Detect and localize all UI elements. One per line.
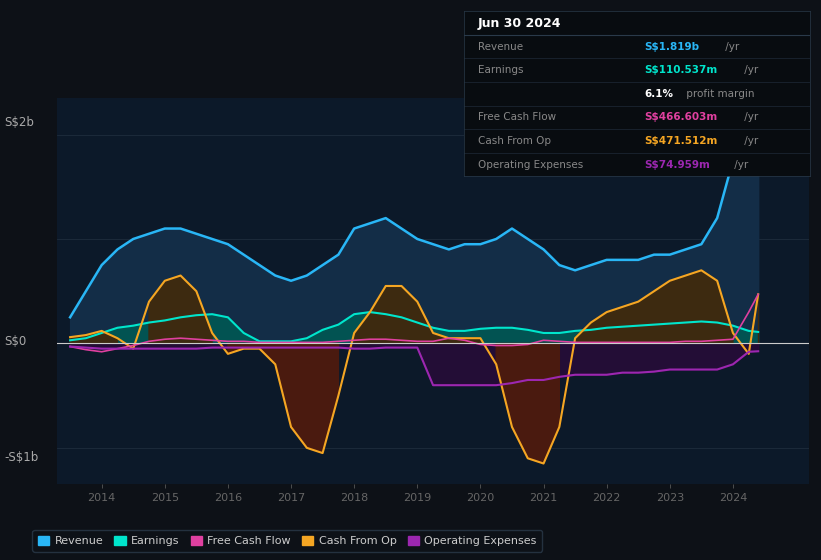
Text: /yr: /yr: [741, 113, 759, 123]
Text: Revenue: Revenue: [478, 41, 523, 52]
Text: /yr: /yr: [722, 41, 739, 52]
Text: S$110.537m: S$110.537m: [644, 65, 718, 75]
Text: S$471.512m: S$471.512m: [644, 136, 718, 146]
Text: S$0: S$0: [4, 335, 26, 348]
Text: S$1.819b: S$1.819b: [644, 41, 699, 52]
Text: Earnings: Earnings: [478, 65, 523, 75]
Legend: Revenue, Earnings, Free Cash Flow, Cash From Op, Operating Expenses: Revenue, Earnings, Free Cash Flow, Cash …: [32, 530, 543, 552]
Text: S$2b: S$2b: [4, 116, 34, 129]
Text: -S$1b: -S$1b: [4, 451, 39, 464]
Text: /yr: /yr: [732, 160, 749, 170]
Text: /yr: /yr: [741, 65, 759, 75]
Text: Free Cash Flow: Free Cash Flow: [478, 113, 556, 123]
Text: 6.1%: 6.1%: [644, 89, 673, 99]
Text: S$466.603m: S$466.603m: [644, 113, 718, 123]
Text: profit margin: profit margin: [683, 89, 754, 99]
Text: /yr: /yr: [741, 136, 759, 146]
Text: Jun 30 2024: Jun 30 2024: [478, 16, 562, 30]
Text: Cash From Op: Cash From Op: [478, 136, 551, 146]
Text: S$74.959m: S$74.959m: [644, 160, 710, 170]
Text: Operating Expenses: Operating Expenses: [478, 160, 583, 170]
